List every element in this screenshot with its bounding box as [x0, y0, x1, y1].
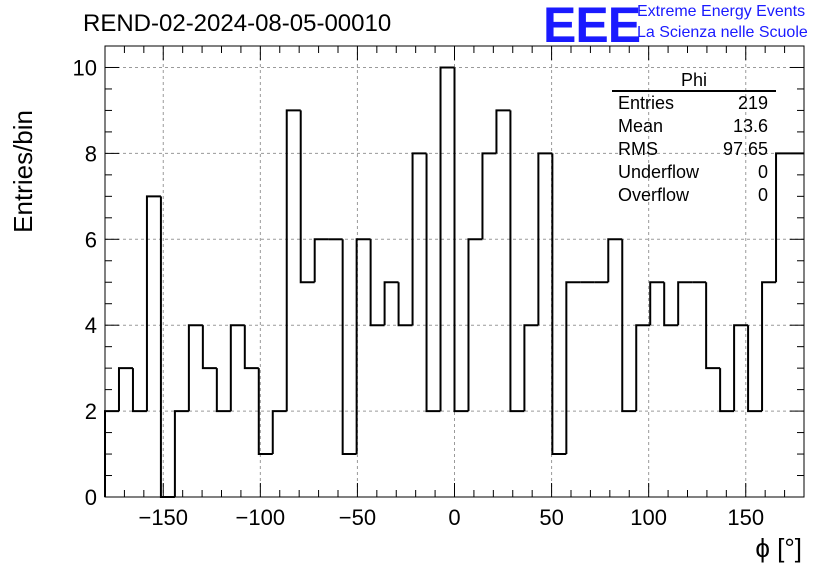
stats-row-entries: Entries 219	[612, 92, 776, 115]
stats-label: Entries	[618, 93, 675, 113]
stats-row-rms: RMS 97.65	[612, 138, 776, 161]
x-axis-label: ϕ [°]	[755, 533, 802, 563]
histogram-bin	[733, 324, 749, 412]
x-tick-label: −150	[138, 505, 188, 530]
histogram-bin	[453, 67, 469, 413]
histogram-bin	[775, 152, 791, 283]
histogram-bin	[383, 281, 399, 326]
stats-title: Phi	[612, 70, 776, 92]
eee-logo: EEE	[543, 0, 641, 53]
x-tick-label: 0	[448, 505, 460, 530]
histogram-bin	[271, 410, 287, 455]
stats-value: 0	[757, 185, 768, 205]
axis-layer: −150 −100 −50 0 50 100 150 0 2 4 6 8 10	[73, 45, 805, 530]
histogram-bin	[635, 324, 651, 412]
stats-value: 97.65	[722, 139, 768, 159]
run-title: REND-02-2024-08-05-00010	[83, 10, 392, 37]
x-tick-label: 100	[630, 505, 667, 530]
histogram-bin	[341, 239, 357, 456]
stats-row-underflow: Underflow 0	[612, 161, 776, 184]
y-tick-label: 2	[85, 399, 97, 424]
stats-value: 0	[757, 162, 768, 182]
histogram-bin	[495, 109, 511, 154]
histogram-bin	[677, 281, 693, 326]
histogram-bin	[565, 281, 581, 455]
histogram-bin	[215, 368, 231, 413]
histogram-bin	[523, 324, 539, 412]
histogram-bin	[201, 325, 217, 370]
stats-row-overflow: Overflow 0	[612, 184, 776, 207]
stats-label: Mean	[618, 116, 664, 136]
y-tick-label: 8	[85, 141, 97, 166]
logo-subtitle-2: La Scienza nelle Scuole	[637, 24, 808, 41]
histogram-bin	[369, 239, 385, 327]
y-axis-label: Entries/bin	[8, 110, 38, 233]
y-tick-label: 6	[85, 227, 97, 252]
y-tick-label: 0	[85, 485, 97, 510]
histogram-bin	[663, 282, 679, 327]
histogram-bin	[257, 368, 273, 456]
histogram-bin	[705, 282, 721, 370]
y-tick-label: 4	[85, 313, 97, 338]
x-tick-label: −100	[236, 505, 286, 530]
histogram-bin	[481, 152, 497, 240]
histogram-bin	[719, 368, 735, 413]
stats-value: 219	[737, 93, 768, 113]
x-tick-label: −50	[339, 505, 376, 530]
histogram-bin	[761, 281, 777, 412]
stats-box: Phi Entries 219 Mean 13.6 RMS 97.65 Unde…	[612, 70, 776, 207]
histogram-bin	[285, 109, 301, 412]
histogram-bin	[509, 110, 525, 413]
histogram-bin	[313, 238, 329, 283]
histogram-bin	[397, 282, 413, 327]
histogram-bin	[131, 368, 147, 413]
stats-row-mean: Mean 13.6	[612, 115, 776, 138]
histogram-bin	[229, 324, 245, 412]
histogram-bin	[145, 195, 161, 412]
histogram-bin	[117, 367, 133, 412]
histogram-bin	[649, 281, 665, 326]
y-tick-label: 10	[73, 55, 97, 80]
histogram-bin	[467, 238, 483, 412]
histogram-bin	[551, 153, 567, 456]
stats-label: RMS	[618, 139, 658, 159]
histogram-bin	[607, 238, 623, 283]
histogram-bin	[425, 153, 441, 413]
logo-subtitle-1: Extreme Energy Events	[637, 3, 806, 20]
x-tick-label: 150	[727, 505, 764, 530]
histogram-bin	[411, 152, 427, 326]
histogram-bin	[439, 66, 455, 412]
stats-value: 13.6	[732, 116, 768, 136]
histogram-bin	[621, 239, 637, 413]
histogram-bin	[243, 325, 259, 370]
stats-label: Overflow	[618, 185, 690, 205]
histogram-bin	[299, 110, 315, 284]
histogram-bin	[187, 324, 203, 412]
histogram-bin	[537, 152, 553, 326]
histogram-bin	[173, 410, 189, 497]
histogram-bin	[747, 325, 763, 413]
stats-label: Underflow	[618, 162, 700, 182]
histogram-bin	[355, 238, 371, 455]
x-tick-label: 50	[539, 505, 563, 530]
